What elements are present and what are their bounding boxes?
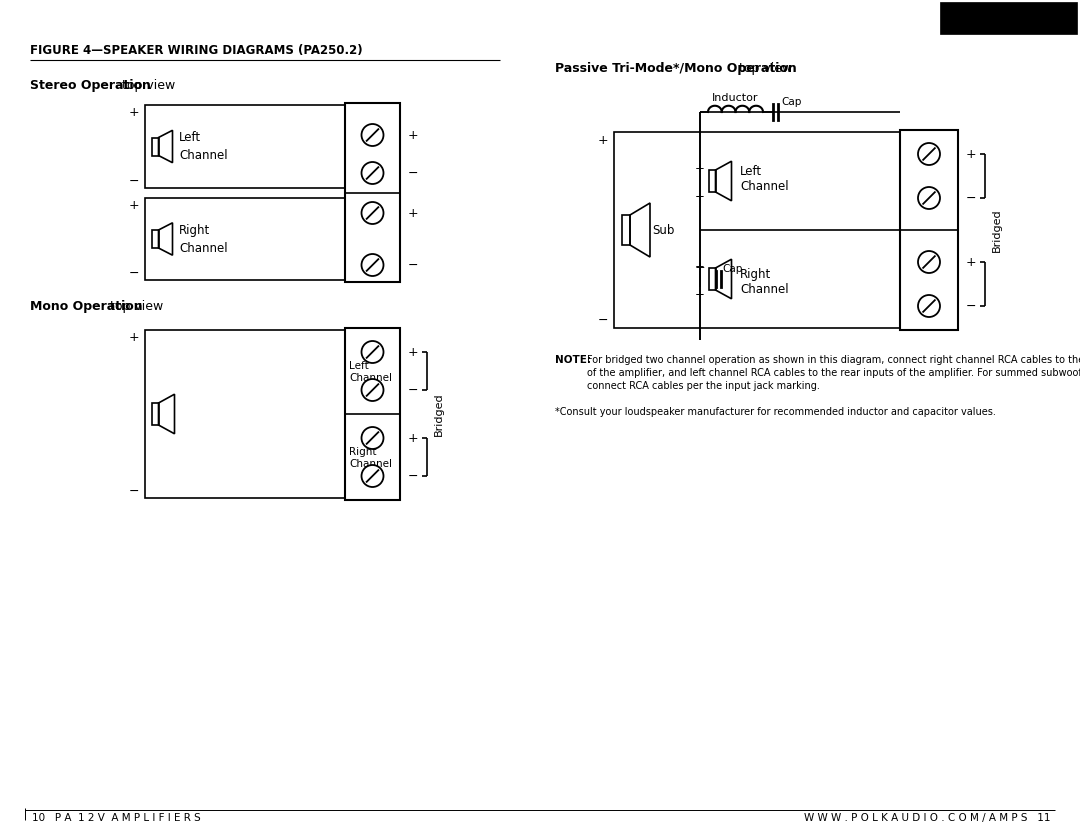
Text: +: +: [408, 431, 419, 445]
Bar: [151, 138, 159, 155]
Text: −: −: [966, 192, 976, 204]
Text: Right: Right: [740, 268, 771, 280]
Circle shape: [362, 341, 383, 363]
Circle shape: [362, 162, 383, 184]
Text: 10   P A  1 2 V  A M P L I F I E R S: 10 P A 1 2 V A M P L I F I E R S: [32, 813, 201, 823]
Text: Sub: Sub: [652, 224, 674, 237]
Bar: [145, 105, 345, 188]
Text: +: +: [696, 162, 705, 174]
Circle shape: [362, 465, 383, 487]
Text: +: +: [408, 345, 419, 359]
Text: +: +: [129, 198, 139, 212]
Text: Cap: Cap: [723, 264, 742, 274]
Text: +: +: [129, 330, 139, 344]
Text: Bridged: Bridged: [434, 392, 444, 436]
Circle shape: [362, 202, 383, 224]
Text: −: −: [966, 299, 976, 313]
Text: −: −: [696, 189, 705, 203]
Text: NOTE:: NOTE:: [555, 355, 591, 365]
Text: +: +: [408, 128, 419, 142]
Text: Inductor: Inductor: [712, 93, 759, 103]
Text: Stereo Operation: Stereo Operation: [30, 78, 151, 92]
Text: For bridged two channel operation as shown in this diagram, connect right channe: For bridged two channel operation as sho…: [588, 355, 1080, 365]
Text: Passive Tri-Mode*/Mono Operation: Passive Tri-Mode*/Mono Operation: [555, 62, 797, 74]
Text: +: +: [408, 207, 419, 219]
Text: Right: Right: [349, 447, 377, 457]
Text: Left: Left: [349, 361, 368, 371]
Circle shape: [918, 295, 940, 317]
Bar: [345, 328, 400, 500]
Circle shape: [362, 427, 383, 449]
Text: of the amplifier, and left channel RCA cables to the rear inputs of the amplifie: of the amplifier, and left channel RCA c…: [588, 368, 1080, 378]
Text: +: +: [597, 133, 608, 147]
Text: Channel: Channel: [349, 373, 392, 383]
Text: top view: top view: [118, 78, 175, 92]
Text: +: +: [966, 255, 976, 269]
Bar: [940, 2, 1077, 34]
Text: Channel: Channel: [740, 283, 788, 295]
Circle shape: [362, 254, 383, 276]
Circle shape: [362, 379, 383, 401]
Text: Mono Operation: Mono Operation: [30, 299, 143, 313]
Text: Channel: Channel: [179, 149, 228, 162]
Text: Cap: Cap: [781, 97, 801, 107]
Text: *Consult your loudspeaker manufacturer for recommended inductor and capacitor va: *Consult your loudspeaker manufacturer f…: [555, 407, 996, 417]
Text: −: −: [408, 470, 419, 483]
Text: −: −: [408, 167, 419, 179]
Text: FIGURE 4—SPEAKER WIRING DIAGRAMS (PA250.2): FIGURE 4—SPEAKER WIRING DIAGRAMS (PA250.…: [30, 43, 363, 57]
Circle shape: [918, 143, 940, 165]
Circle shape: [918, 187, 940, 209]
Bar: [151, 403, 159, 425]
Text: −: −: [129, 267, 139, 279]
Bar: [151, 230, 159, 248]
Bar: [615, 132, 700, 328]
Text: top view: top view: [106, 299, 163, 313]
Text: −: −: [597, 314, 608, 326]
Text: −: −: [129, 485, 139, 498]
Text: Left: Left: [740, 164, 762, 178]
Circle shape: [918, 251, 940, 273]
Text: connect RCA cables per the input jack marking.: connect RCA cables per the input jack ma…: [588, 381, 820, 391]
Text: W W W . P O L K A U D I O . C O M / A M P S   11: W W W . P O L K A U D I O . C O M / A M …: [804, 813, 1050, 823]
Text: −: −: [408, 259, 419, 272]
Text: −: −: [696, 288, 705, 300]
Bar: [708, 268, 715, 290]
Text: −: −: [408, 384, 419, 396]
Text: +: +: [696, 259, 705, 273]
Text: +: +: [696, 260, 705, 274]
Bar: [708, 170, 715, 192]
Text: Channel: Channel: [349, 459, 392, 469]
Bar: [900, 130, 958, 330]
Bar: [345, 103, 400, 282]
Bar: [700, 132, 900, 328]
Text: ENGLISH: ENGLISH: [971, 11, 1045, 26]
Text: Left: Left: [179, 131, 201, 144]
Text: top view: top view: [735, 62, 793, 74]
Bar: [622, 215, 630, 245]
Text: −: −: [129, 174, 139, 188]
Bar: [145, 198, 345, 280]
Text: Channel: Channel: [179, 242, 228, 254]
Text: Bridged: Bridged: [993, 208, 1002, 252]
Bar: [145, 330, 345, 498]
Text: Right: Right: [179, 224, 211, 237]
Circle shape: [362, 124, 383, 146]
Text: Channel: Channel: [740, 179, 788, 193]
Text: +: +: [129, 105, 139, 118]
Text: +: +: [966, 148, 976, 160]
